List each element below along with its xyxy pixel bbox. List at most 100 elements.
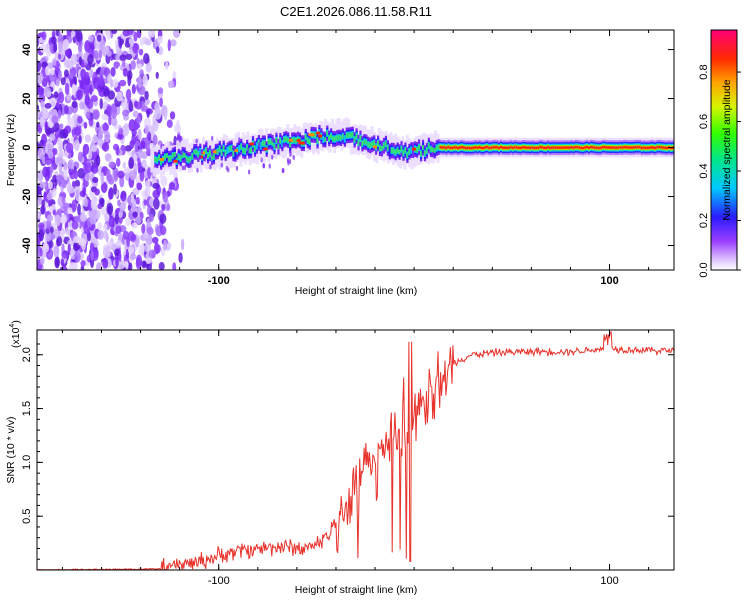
spec-noise-cell [53, 42, 58, 53]
spec-noise-cell [139, 69, 144, 77]
spec-band-cell [486, 145, 489, 149]
spec-band-cell [273, 143, 276, 149]
spec-noise-cell [145, 38, 152, 46]
spec-band-cell [271, 140, 274, 146]
spec-band-cell [224, 150, 227, 156]
spec-noise-cell [125, 217, 132, 227]
spec-noise-cell [103, 230, 108, 240]
spec-band-cell [623, 146, 626, 149]
spec-noise-cell [189, 161, 192, 167]
spec-noise-cell [62, 38, 70, 51]
spec-noise-cell [155, 71, 159, 79]
spec-band-cell [588, 146, 591, 149]
spec-band-cell [373, 140, 376, 146]
spec-noise-cell [41, 61, 48, 68]
spec-band-cell [343, 135, 346, 143]
chart-title: C2E1.2026.086.11.58.R11 [280, 4, 432, 19]
spec-band-cell [359, 135, 362, 141]
spec-noise-cell [79, 190, 86, 197]
spec-noise-cell [116, 91, 123, 102]
spec-noise-cell [90, 145, 98, 152]
spec-noise-cell [80, 260, 86, 267]
spec-band-cell [597, 146, 600, 150]
spec-band-cell [631, 146, 634, 149]
spec-band-cell [189, 157, 192, 163]
colorbar-gradient [710, 29, 738, 271]
spec-band-cell [613, 146, 616, 149]
spec-band-cell [615, 146, 618, 149]
spec-noise-cell [84, 77, 91, 87]
spec-band-cell [533, 146, 536, 150]
spec-noise-cell [137, 129, 142, 141]
spec-noise-cell [83, 121, 88, 129]
spec-noise-cell [81, 238, 86, 251]
spec-noise-cell [88, 115, 94, 127]
spec-noise-cell [71, 126, 76, 138]
spec-noise-cell [37, 147, 45, 160]
spec-noise-cell [106, 202, 114, 215]
spec-noise-cell [133, 122, 141, 129]
spec-noise-cell [146, 226, 154, 236]
spec-noise-cell [55, 30, 60, 37]
spec-band-cell [642, 146, 645, 149]
spec-noise-cell [142, 74, 148, 87]
spec-noise-cell [155, 244, 161, 254]
spec-noise-cell [115, 145, 120, 156]
spec-noise-cell [139, 170, 145, 182]
spec-band-cell [386, 145, 389, 151]
snr-panel: -100 100 0.5 1.0 1.5 2.0 Height of straight l… [5, 320, 675, 596]
spec-noise-cell [144, 180, 151, 188]
spec-noise-cell [211, 135, 214, 141]
spec-noise-cell [122, 161, 127, 169]
spec-noise-cell [135, 215, 142, 225]
spec-noise-cell [48, 181, 53, 190]
spec-noise-cell [282, 142, 285, 148]
spec-noise-cell [38, 36, 43, 44]
spec-band-cell [457, 146, 460, 150]
spec-noise-cell [44, 121, 48, 129]
spec-band-cell [576, 146, 579, 149]
spec-band-cell [353, 137, 356, 143]
spec-noise-cell [202, 143, 206, 149]
spec-noise-cell [153, 197, 160, 210]
spec-band-cell [646, 146, 649, 149]
spec-band-cell [287, 137, 290, 143]
spec-noise-cell [94, 188, 100, 196]
spec-noise-cell [131, 222, 138, 229]
spec-noise-cell [130, 60, 136, 70]
spec-band-cell [269, 139, 272, 144]
spec-band-cell [537, 146, 540, 150]
spec-band-cell [222, 145, 225, 151]
spec-noise-cell [128, 100, 134, 113]
spec-band-cell [167, 156, 171, 162]
spec-noise-cell [57, 109, 62, 119]
spec-noise-cell [95, 154, 101, 167]
spec-noise-cell [141, 223, 146, 235]
spec-noise-cell [173, 30, 181, 39]
spec-noise-cell [37, 85, 43, 96]
spec-noise-cell [92, 76, 101, 90]
spec-band-cell [230, 145, 233, 151]
spec-band-cell [601, 146, 604, 149]
spec-noise-cell [38, 229, 45, 242]
spec-noise-cell [100, 206, 107, 216]
spec-noise-cell [126, 88, 132, 101]
spec-noise-cell [56, 99, 60, 110]
spec-noise-cell [100, 172, 105, 185]
spec-band-cell [638, 145, 642, 149]
spec-noise-cell [141, 243, 145, 253]
snr-ytick-label: 2.0 [21, 347, 33, 362]
spec-noise-cell [96, 121, 100, 128]
spec-noise-cell [76, 89, 83, 100]
spec-band-cell [226, 146, 229, 154]
spec-noise-cell [37, 199, 40, 208]
spec-band-cell [308, 139, 311, 145]
spec-noise-cell [84, 162, 92, 174]
spec-band-cell [609, 146, 612, 149]
spec-noise-cell [183, 158, 187, 164]
spec-band-cell [545, 146, 548, 150]
spectrogram-ticks: -100 100 -40 -20 0 20 40 [21, 30, 674, 287]
spec-noise-cell [132, 110, 139, 118]
spec-noise-cell [268, 163, 271, 169]
spec-xtick-label: -100 [208, 275, 230, 287]
